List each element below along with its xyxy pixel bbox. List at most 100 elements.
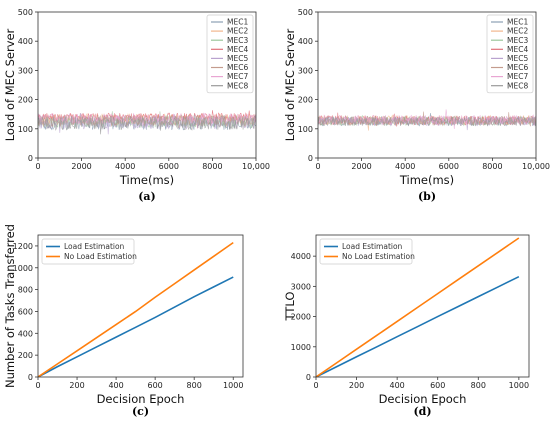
legend-entry: MEC4 [227,45,248,54]
legend-entry: MEC5 [507,54,528,63]
series-line-mec7 [38,112,256,129]
legend-entry: No Load Estimation [64,252,137,261]
y-tick-label: 0 [308,154,313,163]
y-tick-label: 600 [18,307,33,316]
legend-entry: Load Estimation [64,242,125,251]
axes-frame [317,11,537,159]
y-tick-label: 4000 [291,252,311,261]
y-axis-label: TTLO [283,292,297,322]
panel-caption: (c) [132,405,149,418]
x-tick-label: 200 [349,381,364,390]
x-tick-label: 8000 [202,162,222,171]
x-tick-label: 800 [471,381,486,390]
x-tick-label: 6000 [439,162,459,171]
y-tick-label: 0 [28,154,33,163]
x-tick-label: 1000 [223,381,243,390]
axes-frame [315,234,530,378]
legend-box [486,14,534,94]
plot-area [38,241,234,377]
y-tick-label: 100 [298,125,313,134]
series-line-no-load-estimation [38,241,234,377]
chart-panel-d: 0 200 400 600 800 1000 0 1000 2000 3000 4000 Decisi… [283,234,530,418]
x-axis-label: Decision Epoch [379,392,467,406]
y-tick-label: 400 [298,37,313,46]
plot-area [318,109,536,131]
legend-entry: MEC1 [227,18,248,27]
series-line-mec8 [38,115,256,135]
legend-entry: MEC6 [507,63,528,72]
x-tick-label: 10,000 [522,162,550,171]
x-tick-label: 4000 [115,162,135,171]
x-tick-label: 200 [69,381,84,390]
y-tick-label: 300 [298,66,313,75]
y-axis-label: Load of MEC Server [3,28,17,141]
x-tick-label: 6000 [159,162,179,171]
legend-entry: MEC5 [227,54,248,63]
y-tick-label: 200 [18,96,33,105]
legend-entry: MEC6 [227,63,248,72]
series-line-no-load-estimation [316,237,520,377]
legend-entry: MEC2 [507,27,528,36]
panel-caption: (a) [138,190,156,203]
legend-box [206,14,254,94]
axes-frame [37,11,257,159]
series-line-load-estimation [316,275,520,377]
plot-area [38,110,256,135]
legend-entry: MEC7 [227,72,248,81]
x-tick-label: 1000 [509,381,529,390]
series-line-mec7 [318,109,536,129]
y-axis-label: Load of MEC Server [283,28,297,141]
y-tick-label: 1200 [13,242,33,251]
series-line-mec4 [38,110,256,125]
series-line-mec8 [318,116,536,127]
legend-entry: No Load Estimation [342,252,415,261]
x-axis-label: Time(ms) [119,173,174,187]
x-tick-label: 10,000 [242,162,270,171]
y-tick-label: 100 [18,125,33,134]
plot-area [316,237,520,377]
chart-panel-b: 0 2000 4000 6000 8000 10,000 0 100 200 300 400 500 T… [283,8,550,203]
x-tick-label: 4000 [395,162,415,171]
axes-frame [37,234,244,378]
legend-entry: MEC1 [507,18,528,27]
y-tick-label: 1000 [291,343,311,352]
x-tick-label: 0 [35,381,40,390]
y-tick-label: 3000 [291,282,311,291]
chart-panel-c: 0 200 400 600 800 1000 0 200 400 600 800 1000 1200 De… [3,224,243,418]
legend-entry: MEC2 [227,27,248,36]
y-tick-label: 200 [18,351,33,360]
x-tick-label: 800 [187,381,202,390]
x-tick-label: 0 [315,162,320,171]
legend-entry: MEC8 [227,81,248,90]
x-axis-label: Time(ms) [399,173,454,187]
legend-entry: MEC4 [507,45,528,54]
y-tick-label: 500 [18,8,33,17]
chart-panel-a: 0 2000 4000 6000 8000 10,000 0 100 200 300 400 500 T… [3,8,270,203]
legend-entry: MEC7 [507,72,528,81]
series-line-load-estimation [38,276,234,377]
x-tick-label: 2000 [351,162,371,171]
legend-entry: MEC3 [507,36,528,45]
y-tick-label: 400 [18,329,33,338]
x-axis-label: Decision Epoch [97,392,185,406]
legend-entry: MEC3 [227,36,248,45]
x-tick-label: 0 [35,162,40,171]
legend-entry: MEC8 [507,81,528,90]
y-tick-label: 300 [18,66,33,75]
legend-box [41,238,135,265]
y-tick-label: 0 [306,373,311,382]
x-tick-label: 400 [108,381,123,390]
y-tick-label: 800 [18,286,33,295]
y-tick-label: 200 [298,96,313,105]
panel-caption: (d) [413,405,431,418]
y-tick-label: 400 [18,37,33,46]
x-tick-label: 600 [148,381,163,390]
x-tick-label: 8000 [482,162,502,171]
y-tick-label: 500 [298,8,313,17]
legend-entry: Load Estimation [342,242,403,251]
